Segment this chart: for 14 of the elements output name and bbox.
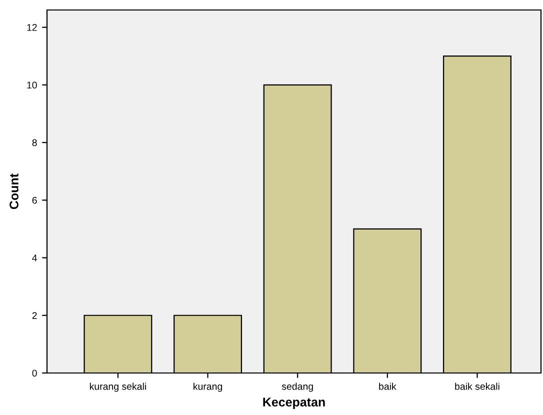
- y-tick-label: 12: [27, 24, 37, 31]
- y-tick-label: 4: [32, 254, 37, 262]
- x-axis-title: Kecepatan: [263, 398, 325, 409]
- y-tick-label: 0: [32, 370, 37, 377]
- y-tick-label: 8: [32, 139, 37, 146]
- x-tick-label: baik sekali: [455, 382, 500, 390]
- y-tick-label: 2: [32, 312, 37, 319]
- x-tick-label: sedang: [282, 382, 313, 392]
- y-tick-label: 6: [32, 196, 37, 204]
- x-tick-label: kurang sekali: [90, 382, 146, 392]
- x-tick-label: baik: [379, 382, 396, 390]
- y-tick-label: 10: [27, 82, 37, 89]
- x-tick-label: kurang: [194, 382, 222, 392]
- y-axis-title: Count: [10, 174, 18, 210]
